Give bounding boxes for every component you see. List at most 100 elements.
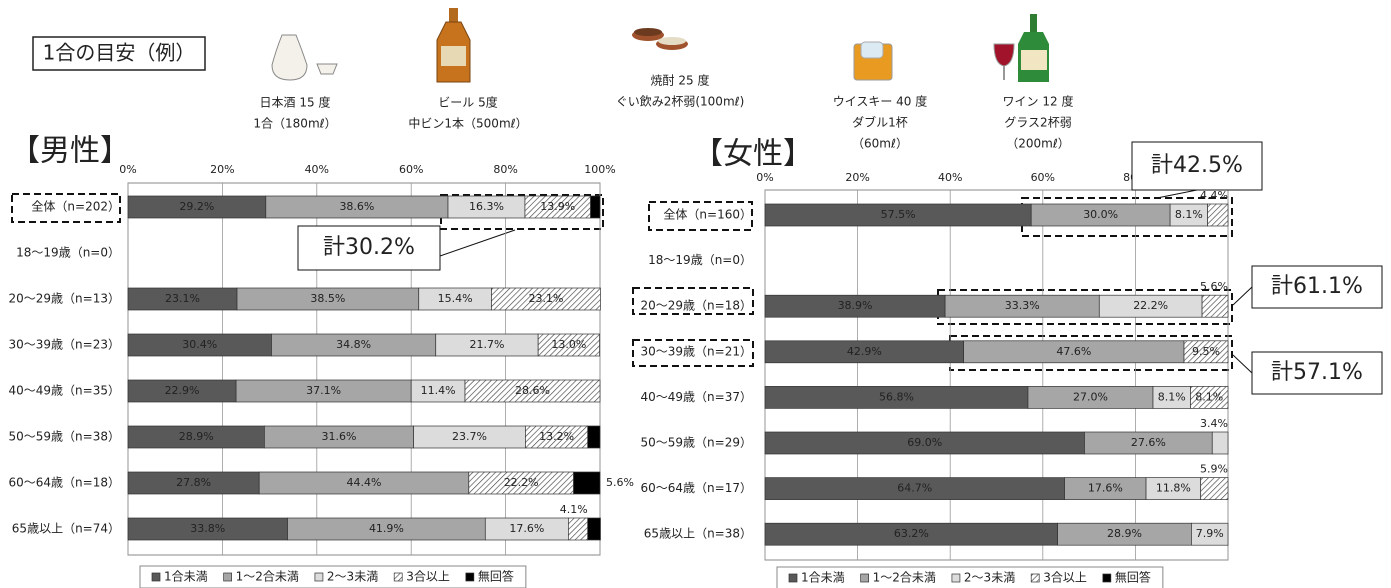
category-label: 40～49歳（n=37） — [641, 390, 752, 404]
category-label: 65歳以上（n=74） — [12, 522, 120, 536]
value-label: 5.9% — [1200, 463, 1228, 476]
value-label: 29.2% — [179, 200, 214, 213]
category-label: 65歳以上（n=38） — [644, 527, 752, 541]
value-label: 47.6% — [1056, 345, 1091, 358]
legend-label: 1～2合未満 — [236, 570, 299, 584]
value-label: 13.0% — [551, 338, 586, 351]
value-label: 23.7% — [452, 430, 487, 443]
value-label: 8.1% — [1195, 390, 1223, 403]
category-label: 50～59歳（n=38） — [9, 430, 120, 444]
legend-marker — [393, 572, 403, 582]
bar-segment — [1191, 522, 1229, 546]
category-label: 50～59歳（n=29） — [641, 436, 752, 450]
annotation: 計61.1% — [1271, 274, 1363, 299]
legend-label: 無回答 — [1115, 570, 1151, 585]
guide-title: 1合の目安（例） — [43, 41, 196, 65]
value-label: 44.4% — [347, 476, 382, 489]
whisky-icon — [853, 41, 893, 81]
value-label: 17.6% — [1088, 482, 1123, 495]
guide-label: ビール 5度 — [438, 96, 497, 110]
bar-segment — [1211, 431, 1229, 455]
guide-title-box — [32, 36, 206, 71]
guide: 1合の目安（例） — [32, 8, 1049, 83]
bar-segment — [1200, 477, 1229, 500]
value-label: 28.9% — [1107, 527, 1142, 540]
category-label: 20～29歳（n=13） — [9, 292, 120, 306]
value-label: 5.6% — [1200, 280, 1228, 293]
value-label: 9.5% — [1192, 345, 1220, 358]
annotation-box — [1251, 351, 1383, 395]
value-label: 23.1% — [165, 292, 200, 305]
legend-label: 1～2合未満 — [873, 571, 936, 585]
value-label: 8.1% — [1158, 390, 1186, 403]
value-label: 4.4% — [1200, 189, 1228, 202]
value-label: 16.3% — [469, 200, 504, 213]
value-label: 21.7% — [469, 338, 504, 351]
category-label: 全体（n=202） — [31, 200, 120, 214]
x-tick-label: 0% — [756, 171, 773, 184]
sake-icon — [271, 34, 338, 81]
annotation-box — [1251, 265, 1383, 309]
category-label: 40～49歳（n=35） — [9, 384, 120, 398]
value-label: 28.6% — [515, 384, 550, 397]
annotation: 計42.5% — [1151, 153, 1243, 178]
guide-label: グラス2杯弱 — [1004, 116, 1071, 130]
chart-title: 【男性】 — [10, 134, 130, 169]
category-label: 30～39歳（n=21） — [641, 344, 752, 358]
bar-segment — [1201, 294, 1229, 318]
bar-segment — [1190, 386, 1229, 409]
guide-label: ダブル1杯 — [852, 115, 908, 130]
legend-marker — [223, 572, 232, 582]
value-label: 11.4% — [421, 384, 456, 397]
x-tick-label: 40% — [938, 171, 962, 184]
callout-leaders — [439, 189, 1253, 374]
x-tick-label: 20% — [845, 171, 869, 184]
value-label: 22.9% — [165, 384, 200, 397]
annotation-box — [1131, 141, 1263, 191]
value-label: 8.1% — [1175, 208, 1203, 221]
value-label: 28.9% — [179, 430, 214, 443]
legend-label: 無回答 — [478, 569, 514, 584]
annotation-box — [297, 225, 441, 271]
plot-frame — [764, 189, 1229, 561]
value-label: 38.5% — [310, 292, 345, 305]
category-label: 60～64歳（n=18） — [9, 476, 120, 490]
legend-marker — [1030, 573, 1040, 583]
legend-label: 1合未満 — [164, 570, 208, 584]
bar-segment — [491, 287, 601, 311]
value-label: 13.2% — [539, 430, 574, 443]
value-label: 56.8% — [879, 390, 914, 403]
x-tick-label: 80% — [493, 163, 517, 176]
value-label: 23.1% — [528, 292, 563, 305]
value-label: 41.9% — [369, 522, 404, 535]
guide-label: 焼酎 25 度 — [651, 73, 710, 88]
value-label: 30.0% — [1083, 208, 1118, 221]
bar-segment — [1207, 203, 1229, 227]
beer-icon — [436, 8, 471, 83]
guide-label: ワイン 12 度 — [1003, 95, 1074, 109]
value-label: 63.2% — [894, 527, 929, 540]
value-label: 22.2% — [1133, 299, 1168, 312]
value-label: 42.9% — [847, 345, 882, 358]
bar-segment — [573, 471, 601, 495]
category-label: 18～19歳（n=0） — [16, 246, 120, 260]
shochu-icon — [632, 28, 688, 50]
value-label: 30.4% — [182, 338, 217, 351]
x-tick-label: 40% — [305, 163, 329, 176]
guide-label: （60mℓ） — [852, 137, 908, 151]
value-label: 69.0% — [907, 436, 942, 449]
value-label: 11.8% — [1156, 482, 1191, 495]
value-label: 38.6% — [339, 200, 374, 213]
legend-marker — [151, 572, 161, 582]
x-tick-label: 60% — [399, 163, 423, 176]
category-label: 20～29歳（n=18） — [641, 299, 752, 313]
value-label: 13.9% — [540, 200, 575, 213]
bar-segment — [587, 425, 601, 449]
bar-segment — [1183, 340, 1229, 364]
value-label: 31.6% — [322, 430, 357, 443]
legend: 1合未満 1～2合未満 2～3未満 3合以上 無回答 — [776, 566, 1164, 588]
x-tick-label: 100% — [584, 163, 615, 176]
legend-label: 2～3未満 — [964, 571, 1015, 585]
